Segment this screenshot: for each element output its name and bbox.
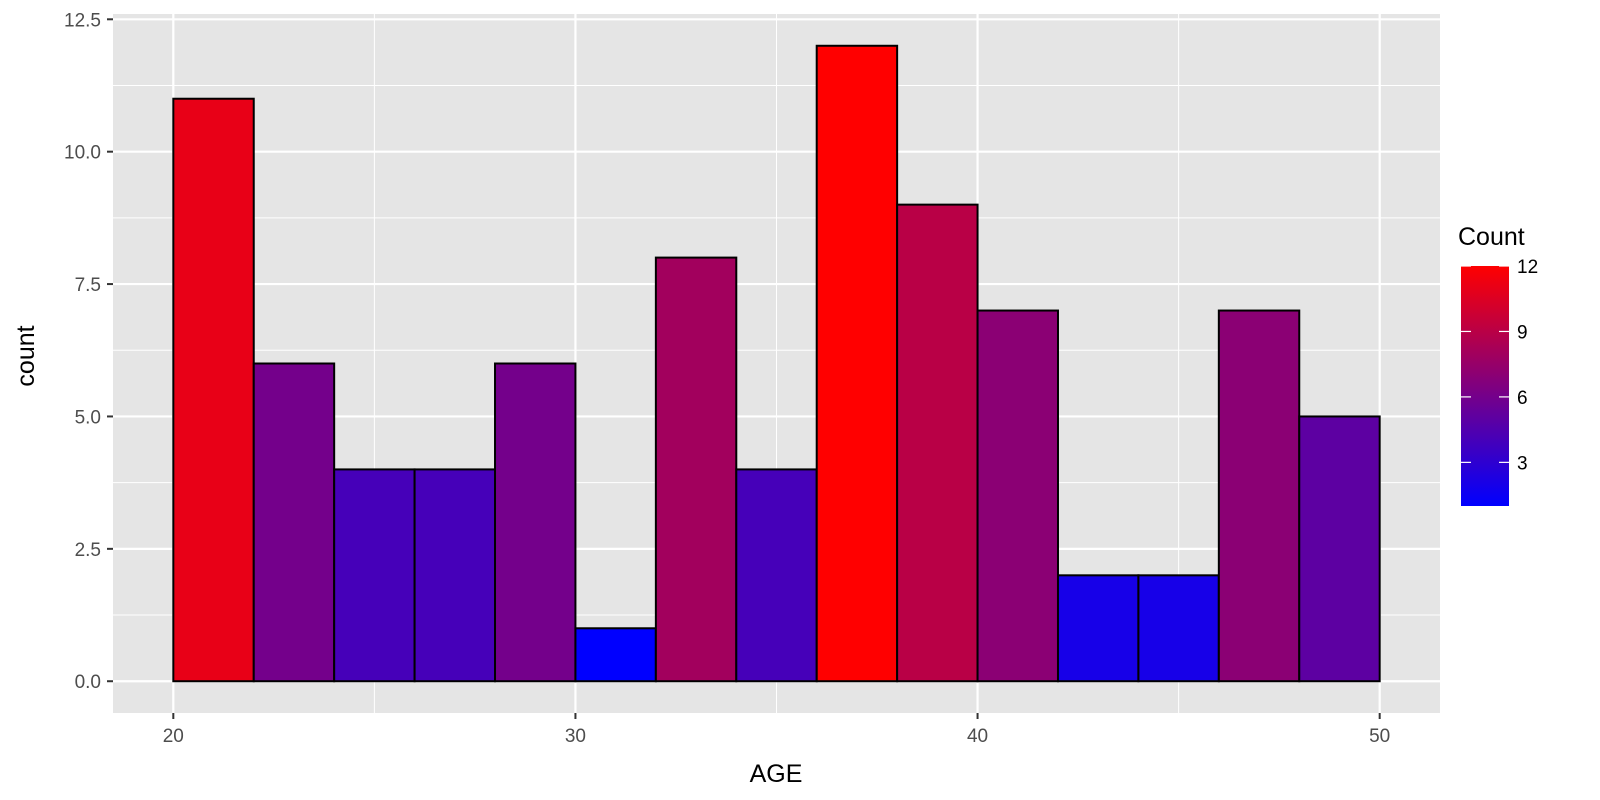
x-axis: 20 30 40 50 xyxy=(163,713,1390,747)
y-axis-title: count xyxy=(12,325,40,386)
histogram-bar xyxy=(1298,415,1381,683)
y-tick-label: 5.0 xyxy=(75,407,101,428)
histogram-bar xyxy=(735,468,818,683)
x-tick-label: 20 xyxy=(163,726,184,747)
histogram-bar xyxy=(654,256,738,683)
y-tick-label: 2.5 xyxy=(75,540,101,561)
legend-tick-label: 12 xyxy=(1517,257,1538,278)
histogram-bar xyxy=(494,362,577,683)
legend-tick-label: 9 xyxy=(1517,322,1528,343)
y-tick-label: 12.5 xyxy=(64,10,101,31)
histogram-bar xyxy=(333,468,416,683)
histogram-bar xyxy=(1056,574,1140,683)
x-axis-title: AGE xyxy=(750,760,803,788)
y-tick-label: 10.0 xyxy=(64,143,101,164)
histogram-bar xyxy=(1217,309,1301,683)
y-axis: 0.0 2.5 5.0 7.5 10.0 12.5 xyxy=(64,10,113,693)
histogram-bar xyxy=(815,44,899,683)
x-tick-label: 30 xyxy=(565,726,586,747)
legend-colorbar xyxy=(1461,266,1509,506)
y-tick-label: 7.5 xyxy=(75,275,101,296)
legend-tick-label: 3 xyxy=(1517,453,1528,474)
histogram-bar xyxy=(574,627,657,683)
bars xyxy=(172,44,1381,683)
histogram-bar xyxy=(413,468,497,683)
histogram-bar xyxy=(896,203,979,683)
legend-title: Count xyxy=(1458,223,1525,251)
y-tick-label: 0.0 xyxy=(75,672,101,693)
histogram-bar xyxy=(976,309,1059,683)
legend: Count 3 6 9 12 xyxy=(1458,223,1538,506)
histogram-bar xyxy=(252,362,336,683)
x-tick-label: 40 xyxy=(967,726,988,747)
legend-tick-label: 6 xyxy=(1517,388,1528,409)
histogram-bar xyxy=(172,97,255,683)
histogram-bar xyxy=(1137,574,1220,683)
legend-ticks: 3 6 9 12 xyxy=(1461,257,1538,474)
x-tick-label: 50 xyxy=(1369,726,1390,747)
